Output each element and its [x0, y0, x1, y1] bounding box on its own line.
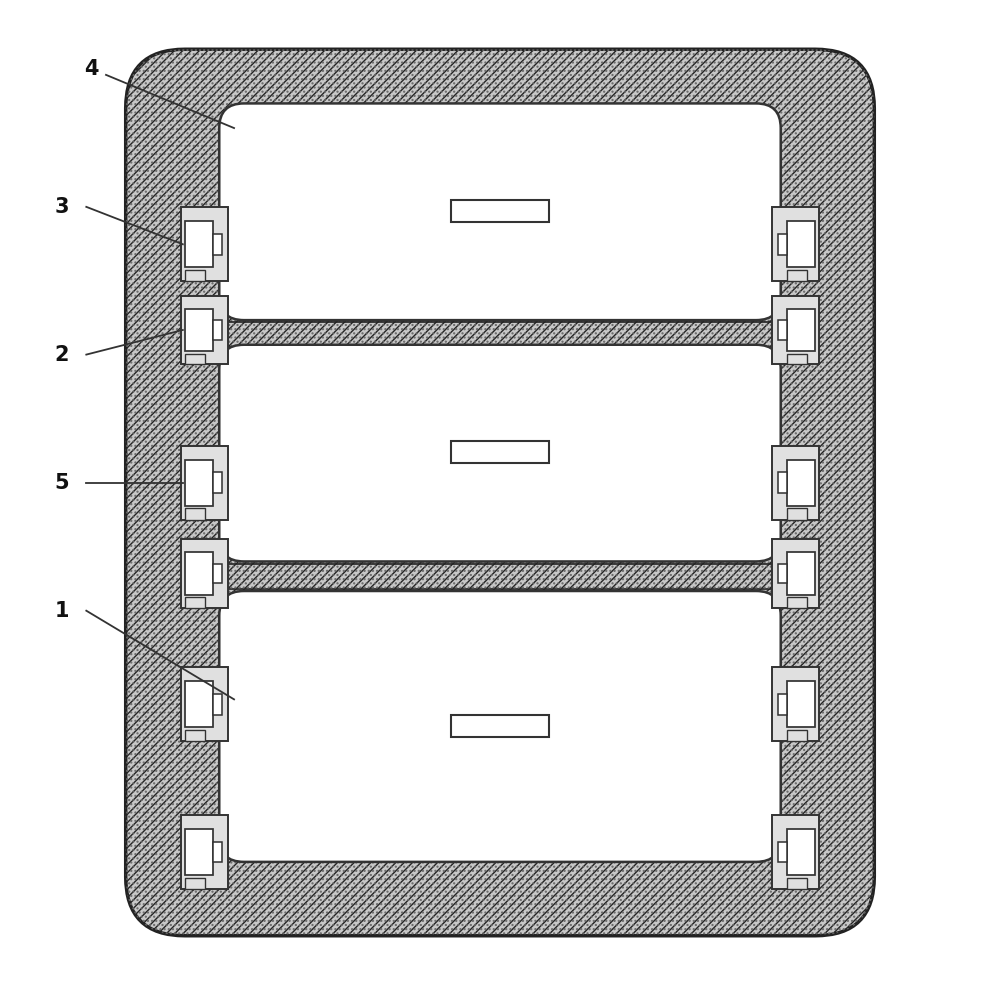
- Bar: [787, 508, 807, 520]
- Bar: [219, 322, 781, 347]
- FancyBboxPatch shape: [219, 345, 781, 561]
- Text: 2: 2: [54, 345, 69, 364]
- Bar: [772, 816, 819, 888]
- Bar: [778, 473, 787, 492]
- Bar: [213, 320, 222, 340]
- Bar: [787, 682, 815, 727]
- Bar: [181, 207, 228, 282]
- Text: 1: 1: [54, 601, 69, 621]
- Bar: [181, 445, 228, 520]
- Bar: [778, 842, 787, 862]
- Bar: [778, 234, 787, 254]
- FancyBboxPatch shape: [219, 591, 781, 862]
- Text: 3: 3: [54, 197, 69, 217]
- Bar: [185, 597, 205, 608]
- Bar: [451, 441, 549, 463]
- Bar: [185, 460, 213, 505]
- Bar: [219, 564, 781, 589]
- Bar: [213, 563, 222, 583]
- Bar: [185, 552, 213, 595]
- Text: 4: 4: [84, 59, 98, 79]
- Bar: [772, 668, 819, 742]
- Bar: [787, 597, 807, 608]
- Bar: [772, 445, 819, 520]
- Bar: [185, 829, 213, 875]
- Bar: [787, 270, 807, 282]
- Bar: [185, 878, 205, 888]
- Bar: [787, 222, 815, 267]
- Bar: [181, 668, 228, 742]
- Bar: [787, 829, 815, 875]
- Bar: [185, 682, 213, 727]
- Bar: [185, 730, 205, 742]
- Bar: [778, 694, 787, 714]
- Bar: [185, 308, 213, 352]
- Bar: [213, 694, 222, 714]
- Bar: [451, 200, 549, 222]
- Bar: [181, 816, 228, 888]
- Bar: [185, 270, 205, 282]
- FancyBboxPatch shape: [126, 49, 874, 936]
- Bar: [181, 296, 228, 364]
- Bar: [772, 207, 819, 282]
- Bar: [787, 552, 815, 595]
- Bar: [181, 539, 228, 608]
- Bar: [787, 354, 807, 364]
- Bar: [213, 842, 222, 862]
- Bar: [787, 878, 807, 888]
- Bar: [185, 222, 213, 267]
- Bar: [185, 508, 205, 520]
- Bar: [451, 715, 549, 737]
- Bar: [772, 539, 819, 608]
- Bar: [213, 473, 222, 492]
- Text: 5: 5: [54, 473, 69, 492]
- Bar: [787, 308, 815, 352]
- FancyBboxPatch shape: [219, 103, 781, 320]
- Bar: [219, 322, 781, 347]
- Bar: [219, 564, 781, 589]
- Bar: [213, 234, 222, 254]
- Bar: [787, 460, 815, 505]
- Bar: [787, 730, 807, 742]
- Bar: [772, 296, 819, 364]
- Bar: [778, 563, 787, 583]
- Bar: [185, 354, 205, 364]
- Bar: [778, 320, 787, 340]
